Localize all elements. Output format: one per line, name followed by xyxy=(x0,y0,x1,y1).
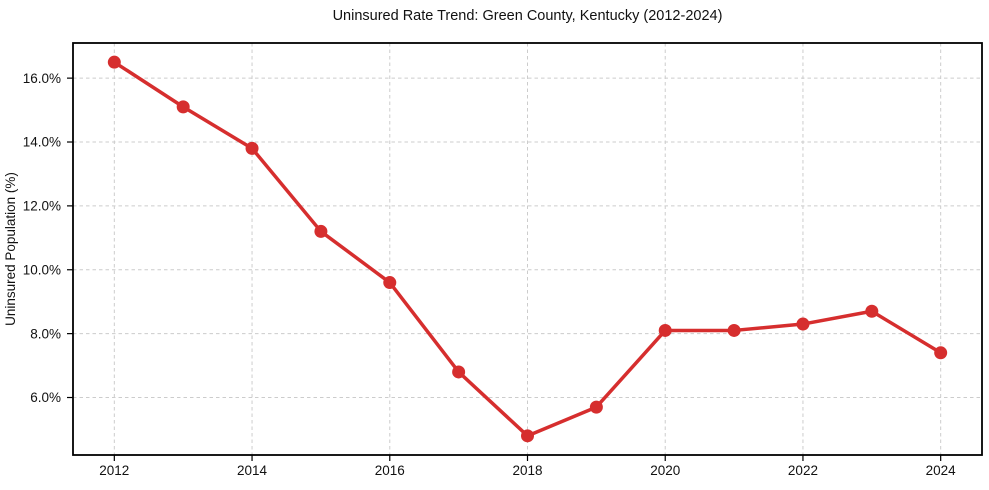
data-point-2018 xyxy=(521,429,534,443)
y-axis: 6.0% 8.0% 10.0% 12.0% 14.0% 16.0% xyxy=(23,71,73,405)
y-axis-label: Uninsured Population (%) xyxy=(3,172,18,326)
trend-line xyxy=(112,60,943,438)
y-tick-label: 12.0% xyxy=(23,199,61,214)
y-tick-label: 10.0% xyxy=(23,262,61,277)
data-point-2016 xyxy=(383,276,397,290)
x-axis: 2012 2014 2016 2018 2020 2022 2024 xyxy=(99,455,956,478)
x-tick-label: 2018 xyxy=(512,463,542,478)
y-tick-label: 16.0% xyxy=(23,71,61,86)
x-tick-label: 2024 xyxy=(926,463,957,478)
data-point-2012 xyxy=(107,55,121,69)
y-tick-label: 8.0% xyxy=(30,326,61,341)
data-point-2023 xyxy=(865,304,879,318)
data-point-2014 xyxy=(245,141,259,155)
x-tick-label: 2014 xyxy=(237,463,268,478)
data-point-2024 xyxy=(934,346,948,360)
data-point-2020 xyxy=(658,323,672,337)
gridlines xyxy=(73,43,982,455)
data-point-2017 xyxy=(452,365,466,379)
x-tick-label: 2022 xyxy=(788,463,818,478)
x-tick-label: 2020 xyxy=(650,463,680,478)
trend-series xyxy=(107,55,948,443)
y-tick-label: 6.0% xyxy=(30,390,61,405)
y-tick-label: 14.0% xyxy=(23,135,61,150)
data-point-2021 xyxy=(727,323,741,337)
x-tick-label: 2012 xyxy=(99,463,129,478)
data-point-2015 xyxy=(314,224,328,238)
data-point-2022 xyxy=(796,317,810,331)
data-point-2013 xyxy=(176,100,190,114)
chart-title: Uninsured Rate Trend: Green County, Kent… xyxy=(333,8,723,24)
data-point-2019 xyxy=(589,400,603,414)
x-tick-label: 2016 xyxy=(375,463,405,478)
